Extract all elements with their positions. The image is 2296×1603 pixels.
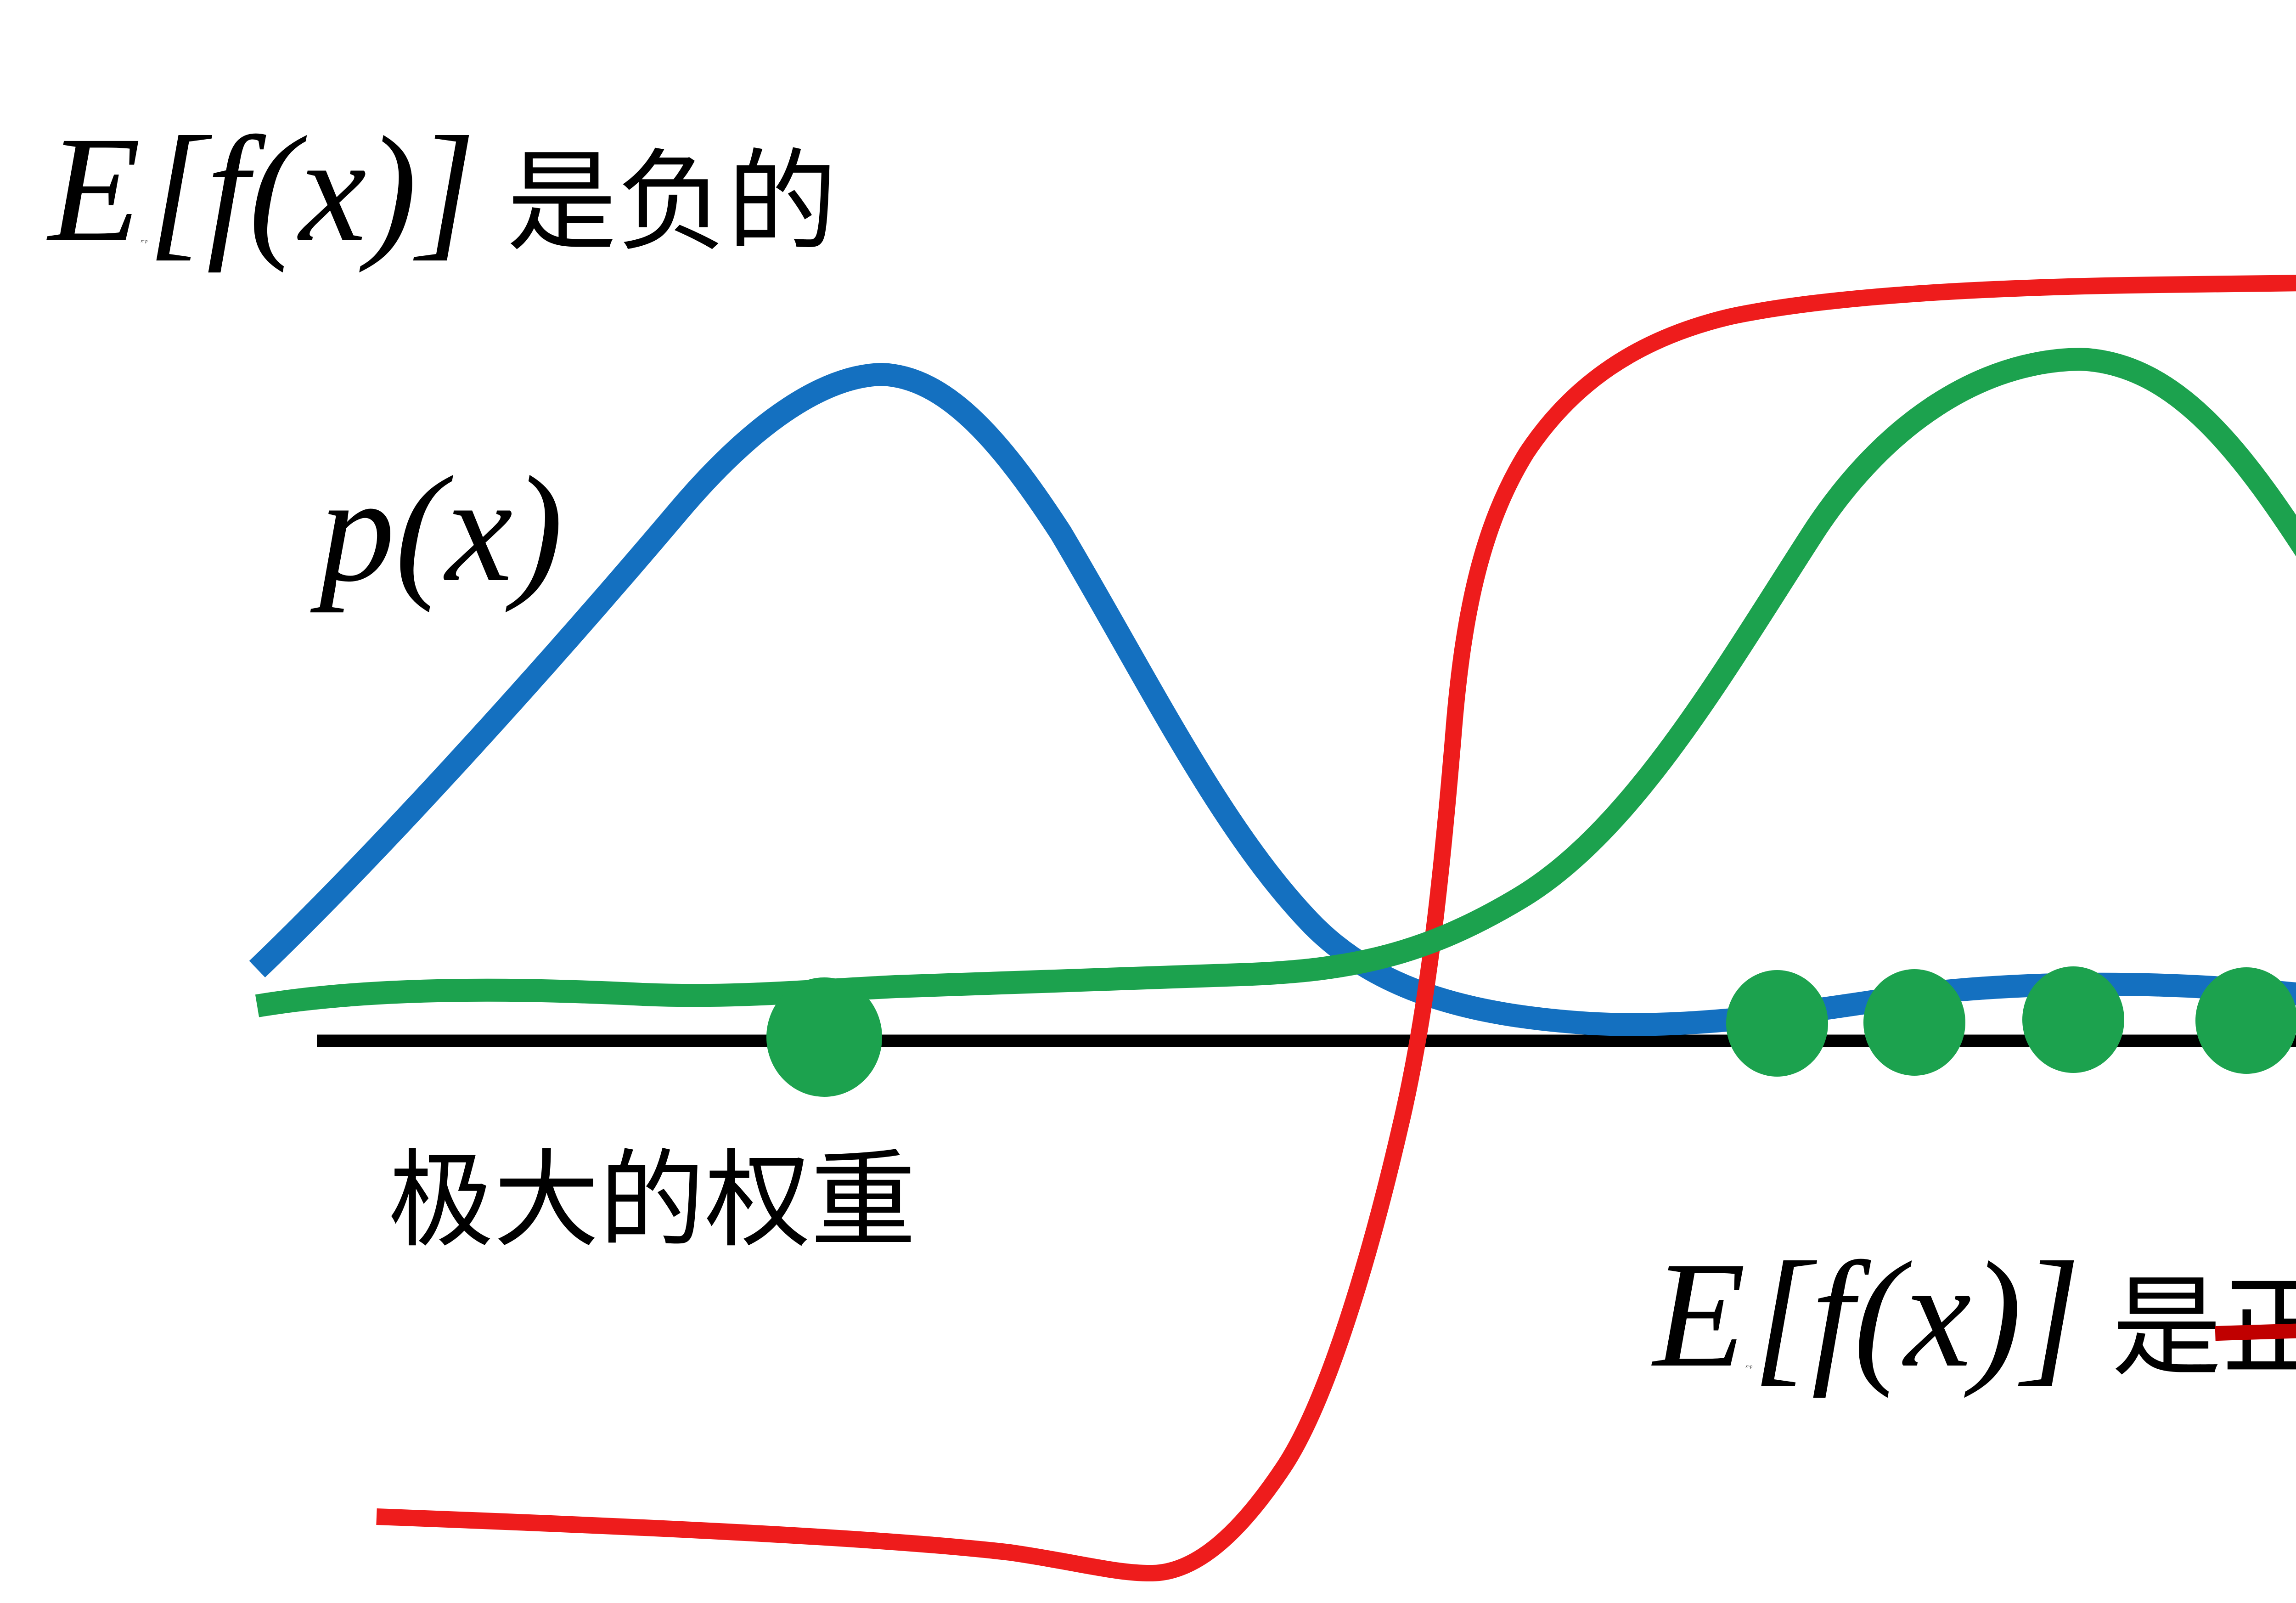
weight-note: 极大的权重 [388, 1143, 917, 1260]
sample-dots [766, 966, 2296, 1097]
q-curve [255, 347, 2296, 1017]
label-expectation-positive: Ex~p[f(x)]是正的? [1653, 1235, 2296, 1395]
expectation-symbol: E [1653, 1231, 1746, 1399]
sample-dot [1863, 969, 1965, 1076]
expectation-argument: [f(x)] [147, 106, 476, 273]
expectation-subscript: x~p [141, 238, 148, 244]
label-expectation-negative: Ex~p[f(x)] 是负的 [48, 110, 837, 270]
struck-statement: 正的? [2215, 1270, 2296, 1386]
p-curve-label: p(x) [319, 446, 563, 613]
expectation-statement: 是负的 [506, 142, 838, 264]
sample-dot [1726, 970, 1828, 1077]
statement-prefix: 是 [2111, 1267, 2222, 1389]
expectation-argument: [f(x)] [1752, 1231, 2081, 1399]
expectation-subscript: x~p [1745, 1364, 1753, 1369]
sample-dot [2195, 967, 2296, 1074]
expectation-symbol: E [48, 106, 141, 273]
weight-dot [766, 977, 882, 1097]
sample-dot [2022, 966, 2124, 1073]
f-curve [376, 274, 2296, 1582]
